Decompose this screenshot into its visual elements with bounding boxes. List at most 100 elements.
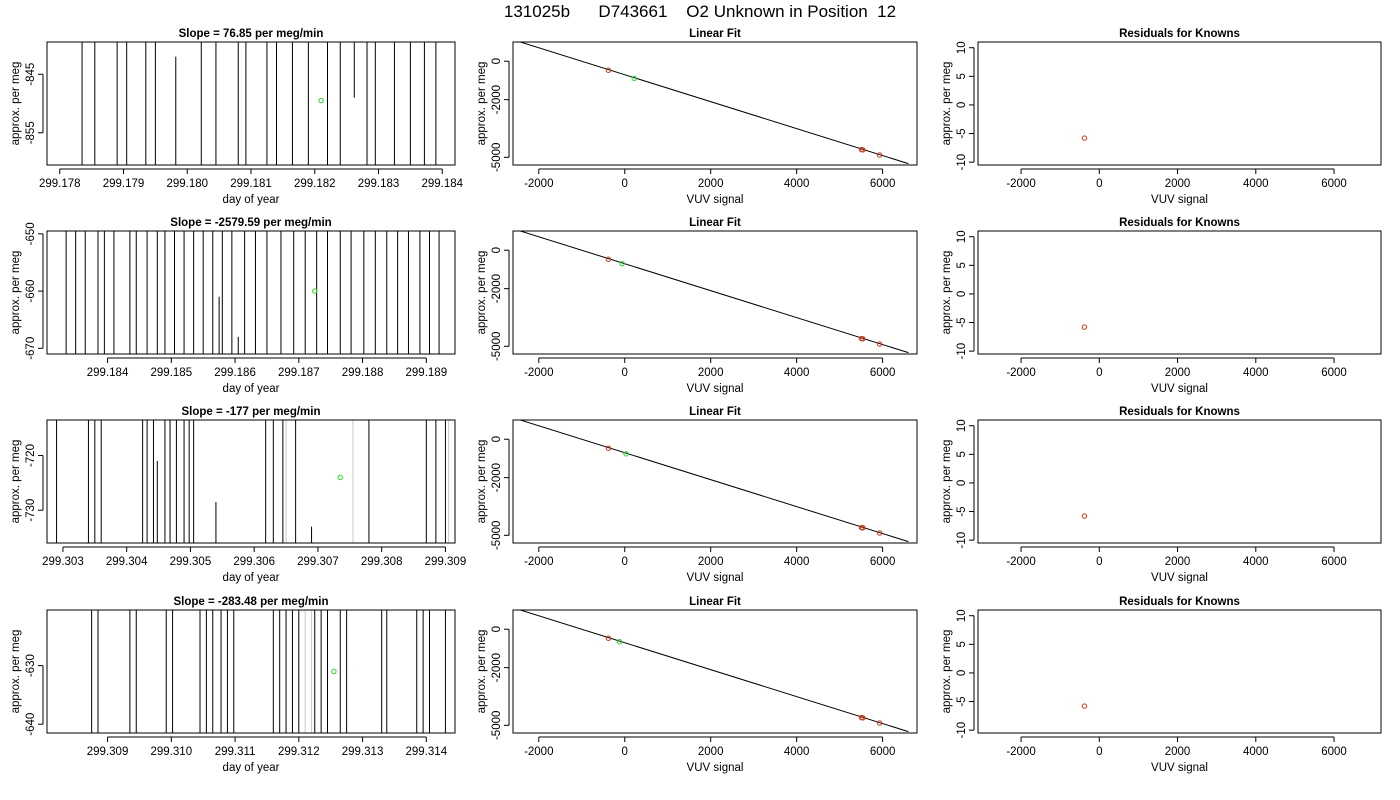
- x-tick-label: -2000: [524, 746, 553, 758]
- x-tick-label: 299.314: [406, 746, 448, 758]
- data-layer: [1081, 135, 1088, 141]
- plot-frame: [977, 609, 1382, 734]
- plot-frame: [512, 609, 918, 734]
- y-tick-label: 0: [491, 58, 503, 64]
- x-tick-label: 6000: [1321, 556, 1347, 568]
- y-tick-label: -5: [956, 317, 968, 327]
- known-point: [605, 67, 612, 73]
- x-tick-label: 4000: [1243, 746, 1269, 758]
- y-axis-label: approx. per meg: [941, 440, 953, 524]
- y-tick-label: -10: [956, 532, 968, 549]
- known-point: [1081, 513, 1088, 519]
- x-tick-label: -2000: [1006, 746, 1035, 758]
- x-tick-label: 4000: [784, 178, 810, 190]
- data-layer: [518, 42, 909, 165]
- x-tick-label: 299.181: [230, 178, 272, 190]
- x-tick-label: 4000: [1243, 367, 1269, 379]
- known-point: [860, 147, 866, 153]
- linear-fit-2-panel: Linear Fit -2000 0 2000 4000 6000 VUV signal 0 -…: [476, 217, 918, 395]
- unknown-point: [331, 668, 337, 675]
- y-axis-label: approx. per meg: [476, 440, 488, 524]
- y-tick-label: -5000: [491, 143, 503, 172]
- x-tick-label: 2000: [1165, 367, 1191, 379]
- plot-frame: [977, 419, 1382, 544]
- time-series-4-panel: Slope = -283.48 per meg/min 299.309 299.31…: [10, 596, 456, 774]
- y-tick-label: -2000: [491, 653, 503, 682]
- residuals-4-panel: Residuals for Knowns -2000 0 2000 4000 6000 VU…: [941, 596, 1382, 774]
- linear-fit-1-panel: Linear Fit -2000 0 2000 4000 6000 VUV signal 0 -…: [476, 28, 918, 206]
- unknown-point: [318, 97, 324, 104]
- x-tick-label: 2000: [1165, 178, 1191, 190]
- fit-line: [518, 420, 909, 543]
- y-tick-label: -2000: [491, 85, 503, 114]
- x-tick-label: 299.306: [233, 556, 275, 568]
- x-axis-label: day of year: [223, 383, 280, 395]
- plot-frame: [977, 41, 1382, 166]
- y-tick-label: -5000: [491, 521, 503, 550]
- data-layer: [518, 610, 909, 733]
- x-tick-label: 0: [622, 556, 628, 568]
- x-tick-label: 0: [1096, 746, 1102, 758]
- data-layer: [81, 42, 437, 165]
- panel-title: Residuals for Knowns: [1119, 596, 1240, 608]
- known-point: [860, 715, 866, 721]
- x-tick-label: 0: [1096, 178, 1102, 190]
- plot-frame: [512, 230, 918, 355]
- x-tick-label: 2000: [698, 746, 724, 758]
- x-tick-label: -2000: [524, 178, 553, 190]
- panel-title: Residuals for Knowns: [1119, 217, 1240, 229]
- x-axis-label: day of year: [223, 572, 280, 584]
- unknown-point: [619, 260, 625, 267]
- x-tick-label: 299.178: [39, 178, 81, 190]
- x-tick-label: 0: [1096, 367, 1102, 379]
- x-tick-label: 299.188: [342, 367, 384, 379]
- y-tick-label: 0: [956, 102, 968, 108]
- panel-title: Linear Fit: [689, 596, 741, 608]
- x-tick-label: 0: [622, 178, 628, 190]
- residuals-3-panel: Residuals for Knowns -2000 0 2000 4000 6000 VU…: [941, 406, 1382, 584]
- x-tick-label: 299.183: [358, 178, 400, 190]
- known-point: [876, 530, 883, 536]
- plot-frame: [46, 419, 456, 544]
- y-tick-label: 5: [956, 262, 968, 268]
- x-tick-label: 6000: [1321, 178, 1347, 190]
- known-point: [876, 341, 883, 347]
- x-axis-label: VUV signal: [687, 383, 744, 395]
- x-tick-label: 299.185: [151, 367, 193, 379]
- plot-frame: [46, 230, 456, 355]
- unknown-point: [337, 474, 343, 481]
- x-tick-label: 4000: [1243, 556, 1269, 568]
- panel-title: Slope = -283.48 per meg/min: [174, 596, 329, 608]
- y-axis-label: approx. per meg: [476, 62, 488, 146]
- time-series-3-panel: Slope = -177 per meg/min 299.303 299.304 29…: [10, 406, 466, 584]
- data-layer: [1081, 513, 1088, 519]
- known-point: [1081, 703, 1088, 709]
- x-tick-label: -2000: [1006, 178, 1035, 190]
- y-tick-label: 10: [956, 609, 968, 622]
- x-axis-label: day of year: [223, 762, 280, 774]
- x-tick-label: 299.304: [106, 556, 148, 568]
- x-tick-label: 6000: [870, 746, 896, 758]
- y-tick-label: 5: [956, 73, 968, 79]
- x-tick-label: 2000: [1165, 556, 1191, 568]
- x-tick-label: 299.311: [215, 746, 256, 758]
- y-tick-label: -630: [25, 654, 37, 677]
- y-axis-label: approx. per meg: [10, 440, 22, 524]
- x-tick-label: -2000: [524, 556, 553, 568]
- known-point: [605, 256, 612, 262]
- panel-title: Residuals for Knowns: [1119, 28, 1240, 40]
- y-axis-label: approx. per meg: [10, 251, 22, 335]
- y-tick-label: -720: [25, 444, 37, 467]
- x-tick-label: 6000: [1321, 367, 1347, 379]
- y-tick-label: 0: [956, 291, 968, 297]
- y-tick-label: -845: [25, 63, 37, 86]
- x-axis-label: VUV signal: [1151, 194, 1208, 206]
- y-tick-label: -650: [25, 222, 37, 245]
- y-tick-label: -5000: [491, 332, 503, 361]
- y-tick-label: -855: [25, 121, 37, 144]
- time-series-2-panel: Slope = -2579.59 per meg/min 299.184 299.1…: [10, 217, 456, 395]
- data-layer: [65, 231, 440, 354]
- x-tick-label: 299.184: [87, 367, 129, 379]
- x-tick-label: 4000: [784, 556, 810, 568]
